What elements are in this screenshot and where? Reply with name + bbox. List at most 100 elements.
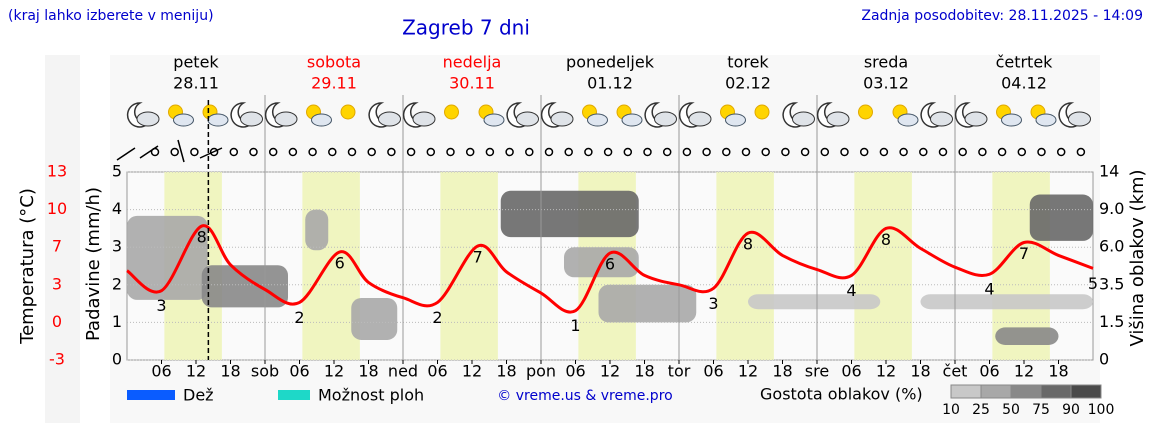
cloud-icon bbox=[897, 113, 919, 127]
day-name: petek bbox=[173, 53, 219, 72]
wind-marker bbox=[485, 147, 495, 157]
cloud-scale-label: 50 bbox=[1002, 402, 1020, 418]
cloud-scale-label: 100 bbox=[1088, 402, 1115, 418]
day-date: 28.11 bbox=[173, 74, 219, 93]
cloud-scale-swatch bbox=[1070, 384, 1102, 399]
cloud-scale-swatch bbox=[1010, 384, 1042, 399]
temp-extreme-label: 8 bbox=[881, 230, 891, 249]
x-tick-label: 18 bbox=[910, 362, 930, 381]
y2-axis-title: Višina oblakov (km) bbox=[1127, 169, 1148, 346]
cloud-icon bbox=[587, 113, 608, 127]
wind-marker bbox=[958, 147, 967, 157]
x-tick-label: 06 bbox=[979, 362, 999, 381]
chart-title: Zagreb 7 dni bbox=[402, 16, 530, 40]
daylight-band bbox=[302, 172, 360, 360]
menu-note: (kraj lahko izberete v meniju) bbox=[8, 8, 214, 24]
y-axis-title: Padavine (mm/h) bbox=[83, 187, 104, 341]
wind-marker bbox=[623, 147, 633, 157]
day-date: 01.12 bbox=[587, 74, 633, 93]
wind-marker bbox=[820, 147, 830, 157]
copyright: © vreme.us & vreme.pro bbox=[497, 388, 672, 404]
x-tick-label: 18 bbox=[358, 362, 378, 381]
y-tick-label: 2 bbox=[112, 274, 122, 293]
cloud-patch bbox=[127, 215, 208, 300]
y-tick-label: 4 bbox=[112, 199, 122, 218]
cloud-icon bbox=[240, 111, 263, 127]
wind-marker bbox=[190, 147, 199, 157]
cloud-patch bbox=[351, 297, 398, 340]
wind-marker bbox=[328, 147, 337, 157]
cloud-icon bbox=[654, 111, 677, 127]
cloud-icon bbox=[274, 111, 298, 127]
x-tick-label: 12 bbox=[186, 362, 206, 381]
y-tick-label: 1 bbox=[112, 312, 122, 331]
y2-tick-label: 1.5 bbox=[1099, 312, 1124, 331]
wind-marker bbox=[268, 147, 278, 157]
x-tick-label: 18 bbox=[220, 362, 240, 381]
x-tick-label: ned bbox=[388, 362, 418, 381]
x-tick-label: 12 bbox=[324, 362, 344, 381]
temp-extreme-label: 2 bbox=[294, 308, 304, 327]
x-tick-label: 06 bbox=[427, 362, 447, 381]
cloud-scale-label: 10 bbox=[942, 402, 960, 418]
daylight-band bbox=[440, 172, 498, 360]
cloud-scale-label: 75 bbox=[1032, 402, 1050, 418]
cloud-icon bbox=[378, 111, 401, 127]
x-tick-label: sob bbox=[251, 362, 279, 381]
temp-extreme-label: 7 bbox=[1019, 244, 1029, 263]
cloud-icon bbox=[930, 111, 953, 127]
x-tick-label: 06 bbox=[289, 362, 309, 381]
cloud-icon bbox=[688, 111, 712, 127]
wind-marker bbox=[603, 147, 613, 157]
x-tick-label: 12 bbox=[600, 362, 620, 381]
x-tick-label: 06 bbox=[703, 362, 723, 381]
temp-extreme-label: 3 bbox=[708, 294, 718, 313]
wind-marker bbox=[367, 147, 376, 157]
temp-tick-label: -3 bbox=[49, 350, 65, 369]
temp-extreme-label: 6 bbox=[335, 253, 345, 272]
y-tick-label: 5 bbox=[112, 162, 122, 181]
wind-marker bbox=[406, 147, 416, 157]
wind-marker bbox=[229, 147, 239, 157]
x-tick-label: 06 bbox=[151, 362, 171, 381]
temp-tick-label: 3 bbox=[52, 274, 62, 293]
wind-marker bbox=[879, 147, 889, 157]
x-tick-label: 18 bbox=[634, 362, 654, 381]
update-time: Zadnja posodobitev: 28.11.2025 - 14:09 bbox=[861, 8, 1143, 24]
legend-swatch bbox=[127, 390, 175, 400]
daylight-band bbox=[854, 172, 912, 360]
wind-marker bbox=[722, 147, 731, 157]
day-name: nedelja bbox=[443, 53, 502, 72]
cloud-icon bbox=[826, 111, 850, 127]
y-tick-label: 3 bbox=[112, 237, 122, 256]
y2-tick-label: 14 bbox=[1099, 162, 1119, 181]
weather-icons bbox=[126, 102, 1091, 128]
wind-marker bbox=[1056, 147, 1066, 157]
wind-marker bbox=[170, 147, 179, 157]
wind-marker bbox=[682, 147, 692, 157]
x-tick-label: 18 bbox=[496, 362, 516, 381]
wind-marker bbox=[978, 147, 987, 157]
cloud-patch bbox=[598, 284, 697, 323]
cloud-legend-title: Gostota oblakov (%) bbox=[760, 385, 923, 404]
temp-extreme-label: 3 bbox=[156, 296, 166, 315]
cloud-icon bbox=[621, 113, 643, 127]
wind-marker bbox=[899, 147, 908, 157]
temp-extreme-label: 4 bbox=[846, 281, 856, 300]
x-tick-label: pon bbox=[526, 362, 556, 381]
wind-marker bbox=[1017, 147, 1027, 157]
cloud-patch bbox=[305, 209, 329, 251]
y2-tick-label: 9.0 bbox=[1099, 199, 1124, 218]
legend-swatch bbox=[278, 390, 310, 400]
day-date: 03.12 bbox=[863, 74, 909, 93]
temp-extreme-label: 4 bbox=[984, 280, 994, 299]
wind-marker bbox=[564, 147, 573, 157]
wind-marker bbox=[1037, 147, 1046, 157]
cloud-scale-swatch bbox=[1040, 384, 1072, 399]
wind-marker bbox=[840, 147, 849, 157]
temp-extreme-label: 6 bbox=[605, 255, 615, 274]
x-tick-label: sre bbox=[805, 362, 829, 381]
temp-tick-label: 13 bbox=[47, 162, 67, 181]
temp-extreme-label: 5 bbox=[1088, 274, 1098, 293]
